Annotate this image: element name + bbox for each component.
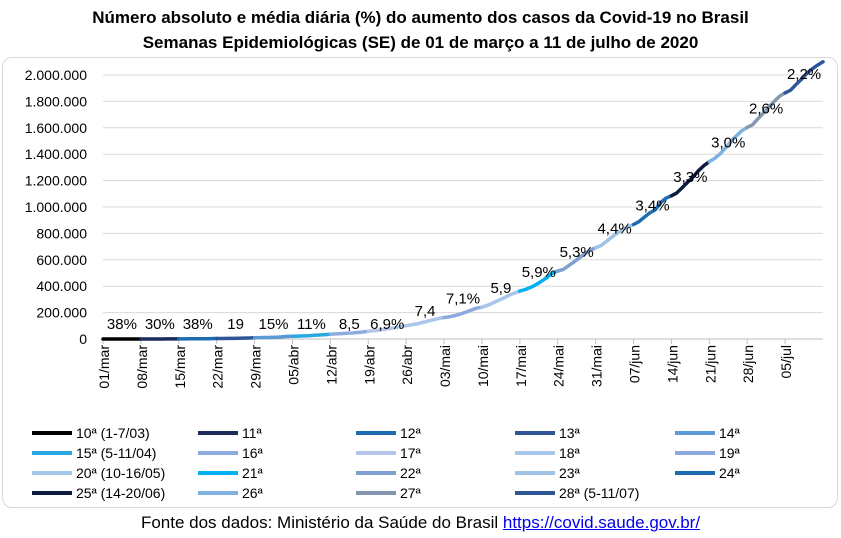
data-label: 2,6% [749,100,783,117]
series-line [745,91,787,130]
legend-label: 24ª [719,465,741,481]
x-tick-label: 28/jun [740,345,756,383]
data-label: 15% [259,316,289,333]
y-tick-label: 1.200.000 [25,173,87,189]
chart-subtitle: Semanas Epidemiológicas (SE) de 01 de ma… [142,33,699,52]
series-line [518,269,560,293]
x-tick-label: 15/mar [172,345,188,389]
x-tick-label: 26/abr [399,345,415,385]
series-line [366,323,408,334]
chart-canvas: 2.000.000 1.800.000 1.600.000 1.400.000 1.20… [25,60,825,501]
legend-label: 25ª (14-20/06) [76,485,165,501]
series-line [404,315,446,328]
y-tick-label: 1.800.000 [25,93,87,109]
x-tick-label: 31/mai [589,345,605,387]
legend-label: 16ª [242,445,264,461]
x-tick-label: 14/jun [664,345,680,383]
y-tick-label: 400.000 [36,278,87,294]
data-label: 2,2% [787,66,821,83]
data-label: 38% [183,316,213,333]
x-tick-label: 21/jun [702,345,718,383]
legend-label: 19ª [719,445,741,461]
series-line [328,329,371,336]
legend-label: 22ª [400,465,422,481]
y-tick-label: 0 [79,331,87,347]
data-label: 30% [145,316,175,333]
data-label: 8,5 [339,316,360,333]
data-label: 4,4% [597,221,631,238]
x-tick-label: 24/mai [551,345,567,387]
y-tick-label: 2.000.000 [25,67,87,83]
data-label: 19 [227,316,244,333]
x-tick-label: 19/abr [361,345,377,385]
data-label: 5,3% [560,244,594,261]
data-label: 5,9% [522,264,556,281]
y-tick-label: 600.000 [36,252,87,268]
legend-label: 11ª [242,425,263,441]
x-tick-label: 08/mar [134,345,150,389]
series-line [252,334,295,340]
legend-label: 28ª (5-11/07) [559,485,639,501]
source-footer: Fonte dos dados: Ministério da Saúde do … [0,511,841,535]
legend-label: 17ª [400,445,422,461]
legend-label: 13ª [559,425,581,441]
x-tick-label: 29/mar [248,345,264,389]
series-line [214,336,257,341]
legend-label: 23ª [559,465,581,481]
data-label: 3,0% [711,135,745,152]
x-tick-label: 17/mai [513,345,529,387]
data-label: 7,4 [415,303,436,320]
series-line [631,194,674,227]
x-tick-label: 12/abr [323,345,339,385]
source-link[interactable]: https://covid.saude.gov.br/ [502,513,701,532]
x-tick-label: 03/mai [437,345,453,387]
y-tick-label: 1.400.000 [25,146,87,162]
chart-title: Número absoluto e média diária (%) do au… [92,8,749,27]
y-tick-label: 1.600.000 [25,120,87,136]
data-label: 3,3% [673,169,707,186]
series-line [783,60,825,95]
chart-frame [2,57,838,508]
x-tick-label: 07/jun [627,345,643,383]
series-line [593,222,636,250]
series-line [480,289,522,309]
data-label: 5,9 [490,280,511,297]
x-tick-label: 05/jul [778,345,794,378]
data-label: 7,1% [446,291,480,308]
x-tick-label: 10/mai [475,345,491,387]
legend-label: 12ª [400,425,422,441]
data-label: 11% [297,316,326,333]
y-tick-label: 200.000 [36,305,87,321]
legend-label: 21ª [242,465,264,481]
series-line [442,305,484,320]
x-tick-label: 22/mar [210,345,226,389]
legend-label: 10ª (1-7/03) [76,425,150,441]
legend-label: 26ª [242,485,264,501]
series-line [669,159,712,198]
series-line [707,125,749,164]
data-label: 38% [107,316,137,333]
y-tick-label: 800.000 [36,225,87,241]
legend-label: 27ª [400,485,422,501]
legend-label: 14ª [719,425,741,441]
data-label: 3,4% [635,197,669,214]
legend-label: 15ª (5-11/04) [76,445,156,461]
source-text: Fonte dos dados: Ministério da Saúde do … [140,513,503,532]
legend-label: 20ª (10-16/05) [76,465,165,481]
x-tick-label: 05/abr [285,345,301,385]
legend-label: 18ª [559,445,581,461]
series-line [290,332,333,339]
series-line [555,245,598,273]
data-label: 6,9% [370,316,404,333]
y-tick-label: 1.000.000 [25,199,87,215]
x-tick-label: 01/mar [96,345,112,389]
